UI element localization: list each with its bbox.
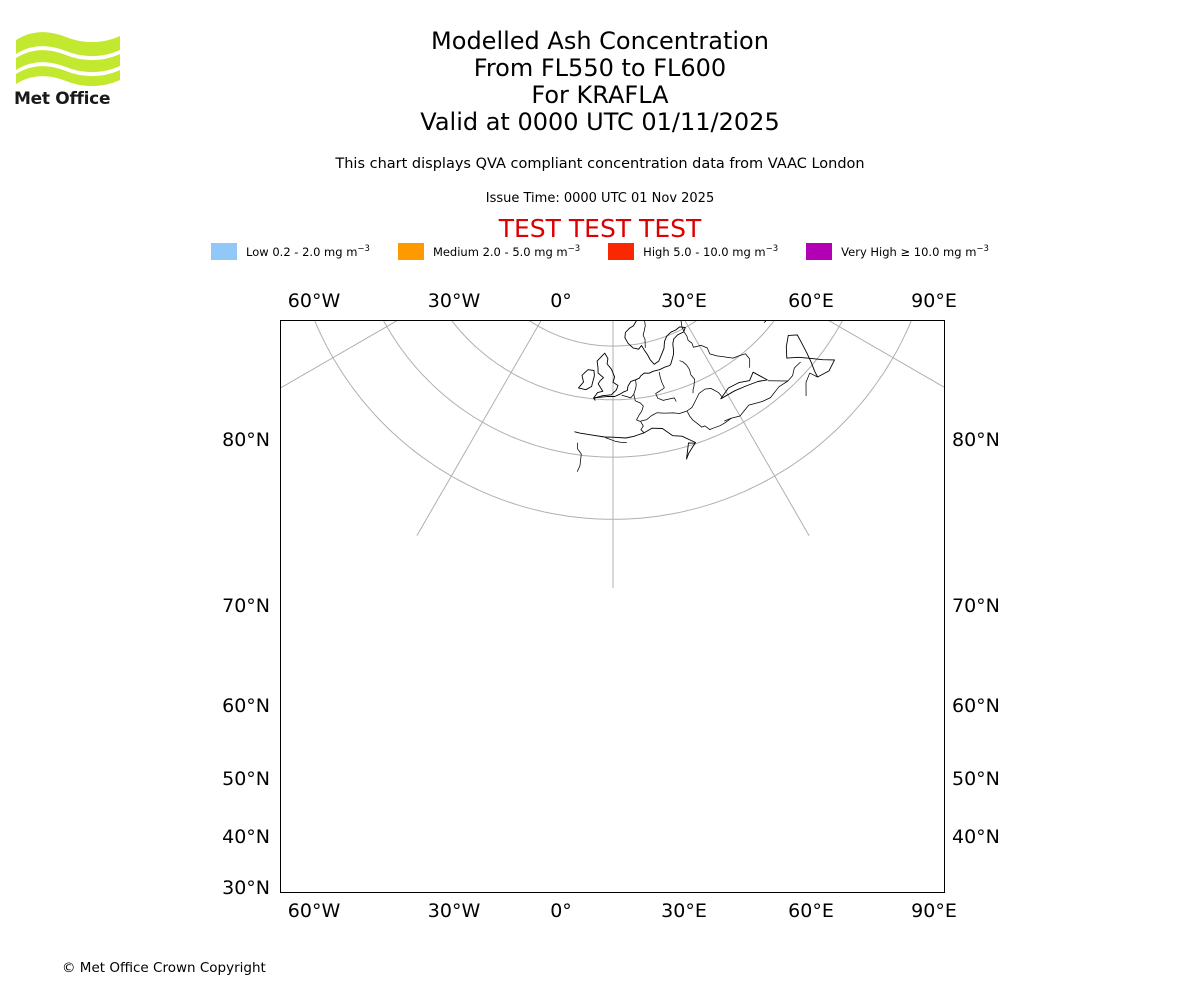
lat-label-right-1: 70°N [952,595,1000,617]
legend-entry-medium: Medium 2.0 - 5.0 mg m−3 [397,243,581,260]
test-banner: TEST TEST TEST [498,214,702,243]
lon-label-top-1: 30°W [427,290,481,312]
title-line-2: From FL550 to FL600 [473,54,727,82]
legend-swatch-high [608,243,635,260]
lon-label-top-0: 60°W [287,290,341,312]
lat-label-right-3: 50°N [952,768,1000,790]
map-frame [280,320,945,893]
legend-entry-high: High 5.0 - 10.0 mg m−3 [608,243,778,260]
met-office-logo: Met Office [14,26,124,109]
lon-label-bottom-5: 90°E [911,900,957,922]
legend-entry-very-high: Very High ≥ 10.0 mg m−3 [806,243,989,260]
lat-label-left-3: 50°N [222,768,270,790]
map-canvas [281,321,944,589]
lon-label-bottom-3: 30°E [661,900,707,922]
ash-concentration-map: 60°W 60°W 30°W 30°W 0° 0° 30°E 30°E 60°E 60°E 90°E… [222,290,1000,922]
met-office-logo-text: Met Office [14,89,111,109]
lat-label-left-4: 40°N [222,826,270,848]
lat-label-right-4: 40°N [952,826,1000,848]
lat-label-left-1: 70°N [222,595,270,617]
lon-label-bottom-0: 60°W [287,900,341,922]
met-office-wave-mark [16,32,120,87]
lon-label-bottom-2: 0° [550,900,572,922]
lon-label-top-2: 0° [550,290,572,312]
legend-entry-low: Low 0.2 - 2.0 mg m−3 [211,243,370,260]
lon-label-bottom-4: 60°E [788,900,834,922]
lon-label-top-5: 90°E [911,290,957,312]
map-gridlines [281,321,944,589]
map-country-borders [576,321,818,472]
lon-label-top-3: 30°E [661,290,707,312]
map-coastlines [574,321,835,460]
legend-label-very-high: Very High ≥ 10.0 mg m−3 [841,243,989,259]
title-line-3: For KRAFLA [531,81,669,109]
lon-label-top-4: 60°E [788,290,834,312]
legend-label-low: Low 0.2 - 2.0 mg m−3 [246,243,370,259]
legend-label-high: High 5.0 - 10.0 mg m−3 [643,243,779,259]
lat-label-left-2: 60°N [222,695,270,717]
lat-label-right-2: 60°N [952,695,1000,717]
issue-time: Issue Time: 0000 UTC 01 Nov 2025 [485,191,715,206]
lat-label-left-5: 30°N [222,877,270,899]
lat-label-right-0: 80°N [952,429,1000,451]
legend-swatch-medium [397,243,424,260]
qva-note: This chart displays QVA compliant concen… [335,156,865,172]
legend-swatch-low [211,243,238,260]
legend-label-medium: Medium 2.0 - 5.0 mg m−3 [432,243,581,259]
concentration-legend: Low 0.2 - 2.0 mg m−3 Medium 2.0 - 5.0 mg… [0,243,1200,260]
title-line-4: Valid at 0000 UTC 01/11/2025 [420,108,780,136]
lat-label-left-0: 80°N [222,429,270,451]
copyright-footer: © Met Office Crown Copyright [62,960,266,976]
legend-swatch-very-high [806,243,833,260]
chart-title-block: Modelled Ash Concentration From FL550 to… [0,28,1200,136]
lon-label-bottom-1: 30°W [427,900,481,922]
title-line-1: Modelled Ash Concentration [431,27,769,55]
